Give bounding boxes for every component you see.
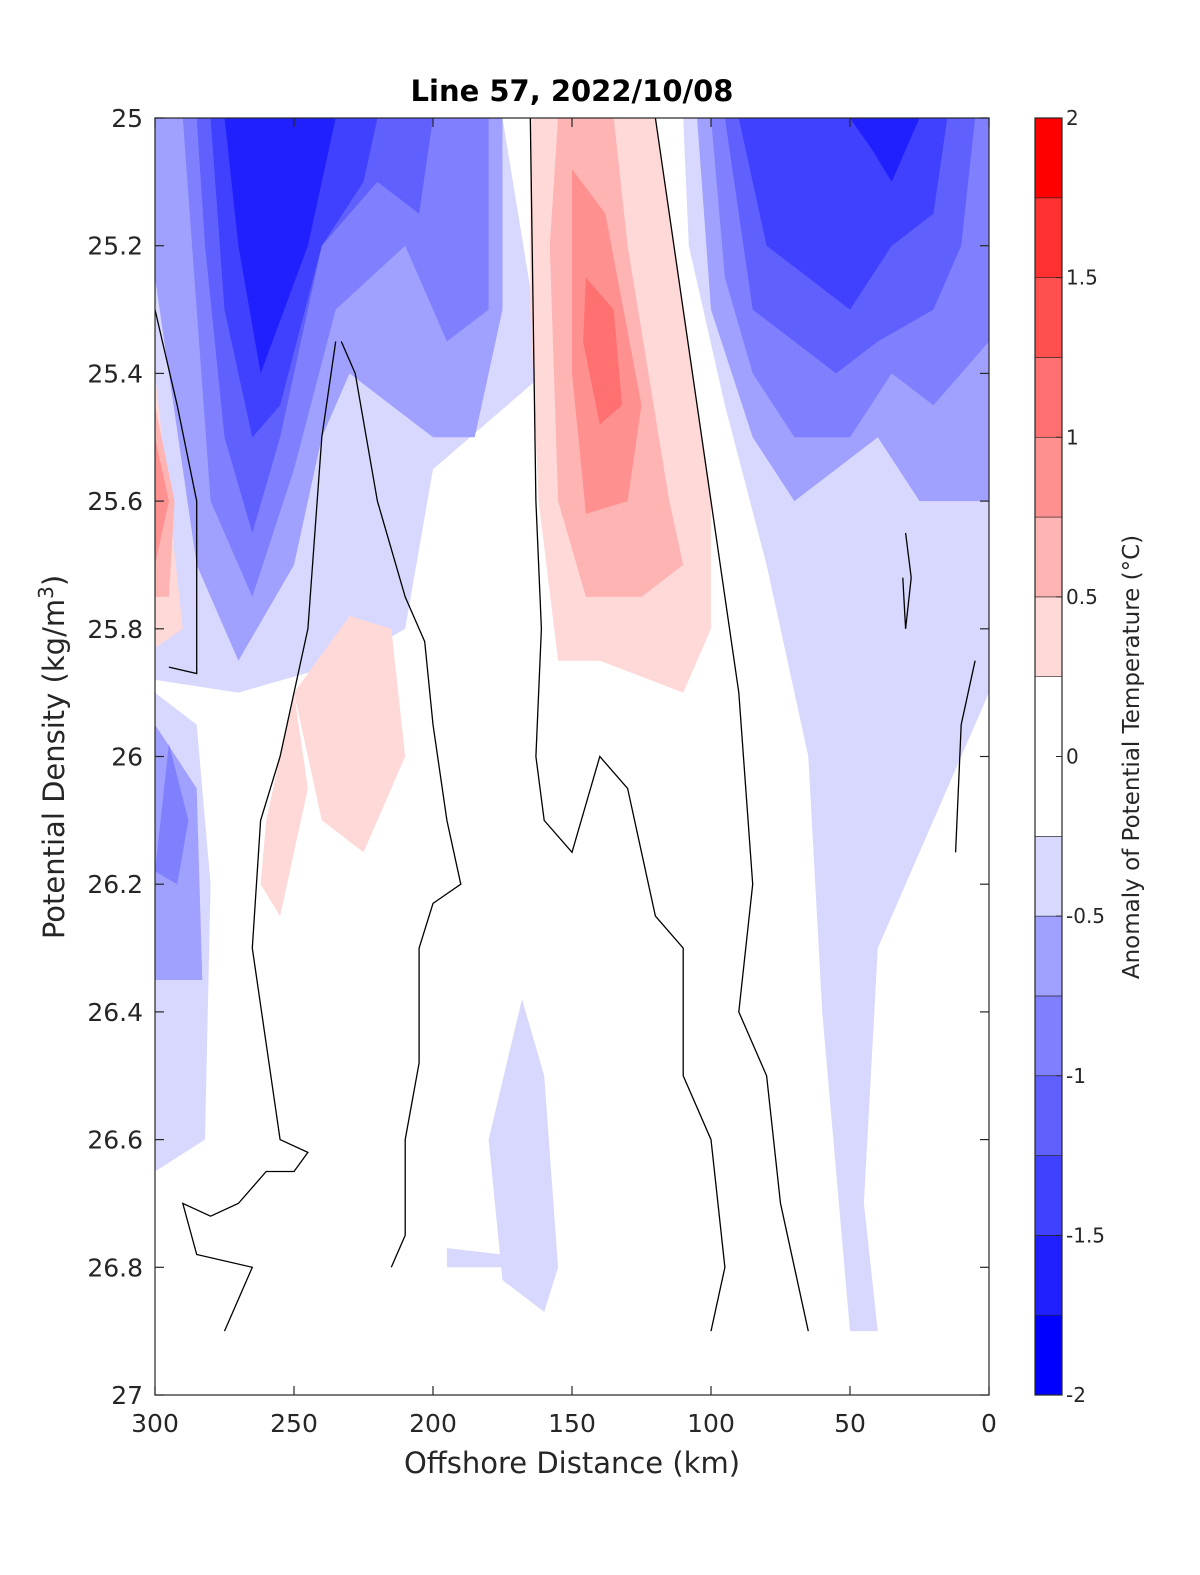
colorbar-band bbox=[1034, 117, 1063, 199]
x-tick-label: 0 bbox=[981, 1409, 997, 1438]
x-tick-label: 300 bbox=[131, 1409, 179, 1438]
x-tick-label: 100 bbox=[687, 1409, 735, 1438]
zero-contour-line-5 bbox=[902, 532, 912, 629]
y-tick-label: 25.2 bbox=[87, 232, 143, 261]
contour-region-15 bbox=[224, 118, 336, 374]
colorbar-band bbox=[1034, 516, 1063, 598]
y-axis-label-close: ) bbox=[37, 575, 71, 586]
zero-contour-line-1 bbox=[340, 341, 462, 1268]
x-tick-label: 150 bbox=[548, 1409, 596, 1438]
colorbar-tick-label: 0 bbox=[1066, 745, 1079, 769]
zero-contour-line-0 bbox=[155, 309, 198, 675]
colorbar-band bbox=[1034, 277, 1063, 358]
colorbar-band bbox=[1034, 197, 1063, 278]
contour-region-25 bbox=[583, 277, 622, 425]
colorbar-band bbox=[1034, 915, 1063, 997]
y-tick-label: 26.4 bbox=[87, 998, 143, 1027]
colorbar-band bbox=[1034, 357, 1063, 438]
colorbar: -2 -1.5 -1 -0.5 0 0.5 1 1.5 2 Anomaly of Potenti… bbox=[1034, 106, 1145, 1407]
colorbar-tick-label: 1.5 bbox=[1066, 266, 1098, 290]
plot-area bbox=[154, 117, 990, 1396]
colorbar-band bbox=[1034, 1314, 1063, 1396]
zero-contour-layer bbox=[155, 118, 976, 1332]
y-tick-label: 25 bbox=[111, 104, 143, 133]
colorbar-band bbox=[1034, 1155, 1063, 1236]
colorbar-band bbox=[1034, 1075, 1063, 1156]
y-tick-label: 25.8 bbox=[87, 615, 143, 644]
contour-region-3 bbox=[488, 999, 559, 1312]
contour-region-19 bbox=[294, 616, 406, 853]
zero-contour-line-2 bbox=[181, 341, 337, 1332]
x-tick-label: 50 bbox=[834, 1409, 866, 1438]
y-axis-label: Potential Density (kg/m3) bbox=[34, 575, 71, 939]
colorbar-tick-label: 1 bbox=[1066, 425, 1079, 449]
y-tick-label: 25.4 bbox=[87, 359, 143, 388]
y-tick-label: 26.6 bbox=[87, 1126, 143, 1155]
zero-contour-line-4 bbox=[654, 118, 809, 1332]
chart-title: Line 57, 2022/10/08 bbox=[411, 74, 734, 108]
colorbar-band bbox=[1034, 436, 1063, 518]
zero-contour-line-3 bbox=[529, 118, 726, 1332]
x-axis: 300 250 200 150 100 50 0 bbox=[131, 118, 997, 1438]
colorbar-band bbox=[1034, 995, 1063, 1077]
y-axis-label-main: Potential Density (kg/m bbox=[37, 599, 71, 939]
colorbar-tick-label: 2 bbox=[1066, 106, 1079, 130]
contour-region-10 bbox=[155, 743, 189, 885]
y-axis: 25 25.2 25.4 25.6 25.8 26 26.2 26.4 26.6 26.8 27 bbox=[87, 104, 989, 1410]
colorbar-band bbox=[1034, 1235, 1063, 1316]
x-axis-label: Offshore Distance (km) bbox=[404, 1446, 740, 1480]
x-tick-label: 250 bbox=[270, 1409, 318, 1438]
contour-region-16 bbox=[850, 118, 920, 182]
x-tick-label: 200 bbox=[409, 1409, 457, 1438]
colorbar-tick-label: -2 bbox=[1066, 1383, 1086, 1407]
y-axis-label-superscript: 3 bbox=[34, 586, 58, 599]
colorbar-ticks: -2 -1.5 -1 -0.5 0 0.5 1 1.5 2 bbox=[1056, 106, 1105, 1407]
colorbar-band bbox=[1034, 596, 1063, 677]
colorbar-bands bbox=[1034, 117, 1063, 1396]
colorbar-label: Anomaly of Potential Temperature (°C) bbox=[1119, 535, 1145, 979]
colorbar-band bbox=[1034, 836, 1063, 917]
colorbar-tick-label: -1.5 bbox=[1066, 1223, 1105, 1247]
y-tick-label: 27 bbox=[111, 1381, 143, 1410]
colorbar-tick-label: 0.5 bbox=[1066, 585, 1098, 609]
contour-region-20 bbox=[260, 692, 308, 917]
colorbar-tick-label: -0.5 bbox=[1066, 904, 1105, 928]
zero-contour-line-6 bbox=[954, 660, 976, 853]
colorbar-tick-label: -1 bbox=[1066, 1064, 1086, 1088]
contour-region-4 bbox=[446, 1248, 517, 1268]
y-tick-label: 26.8 bbox=[87, 1253, 143, 1282]
y-tick-label: 26.2 bbox=[87, 870, 143, 899]
y-tick-label: 25.6 bbox=[87, 487, 143, 516]
y-tick-label: 26 bbox=[111, 743, 143, 772]
